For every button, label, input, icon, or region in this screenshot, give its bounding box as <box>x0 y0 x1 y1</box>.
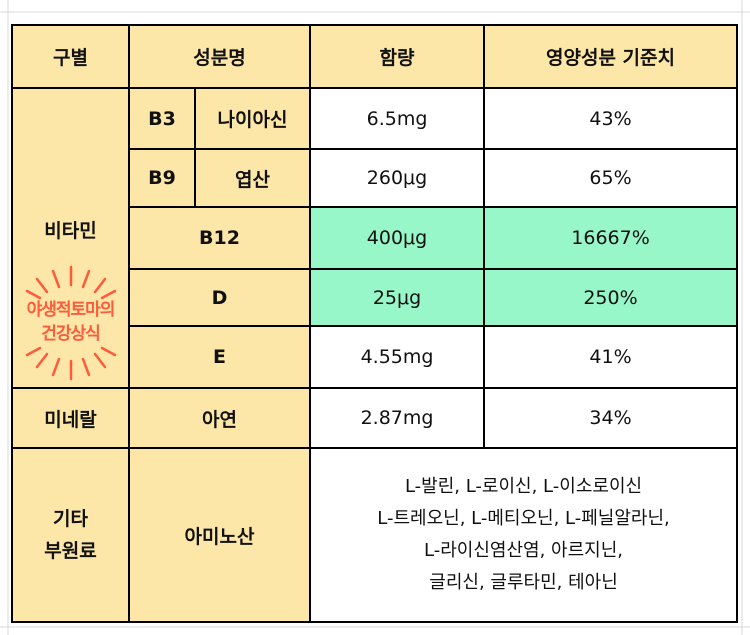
nutrition-table: 구별 성분명 함량 영양성분 기준치 비타민 <box>11 24 739 623</box>
table-row: B9 엽산 260μg 65% <box>12 148 739 208</box>
header-ingredient: 성분명 <box>127 24 312 89</box>
table-row: 미네랄 아연 2.87mg 34% <box>11 387 739 449</box>
amount-cell: 2.87mg <box>309 387 486 449</box>
daily-value-cell: 41% <box>483 325 739 389</box>
sunburst-icon <box>25 265 117 381</box>
amino-list-line: L-발린, L-로이신, L-이소로이신 <box>404 476 643 497</box>
amino-list-line: 글리신, 글루타민, 테아닌 <box>429 572 618 593</box>
ingredient-d: D <box>127 268 312 327</box>
others-label-line1: 기타 <box>53 508 88 530</box>
others-label: 기타 부원료 <box>11 447 130 623</box>
daily-value-cell: 65% <box>483 148 739 208</box>
header-category: 구별 <box>11 24 130 89</box>
ingredient-e: E <box>127 325 312 389</box>
blog-watermark: 야생적토마의 건강상식 <box>13 255 128 395</box>
amount-cell-highlighted: 25μg <box>309 268 486 327</box>
mineral-label: 미네랄 <box>11 387 130 449</box>
daily-value-cell: 34% <box>483 387 739 449</box>
amino-list-line: L-라이신염산염, 아르지닌, <box>424 540 623 561</box>
table-row: E 4.55mg 41% <box>12 325 739 389</box>
others-label-line2: 부원료 <box>44 540 97 562</box>
ingredient-zinc: 아연 <box>127 387 312 449</box>
vitamin-category-cell: 비타민 <box>11 87 130 389</box>
ingredient-amino-acids: 아미노산 <box>127 447 312 623</box>
ingredient-b12: B12 <box>127 206 312 270</box>
watermark-line1: 야생적토마의 <box>26 300 116 320</box>
daily-value-cell-highlighted: 250% <box>483 268 739 327</box>
header-amount: 함량 <box>309 24 486 89</box>
ingredient-folate: 엽산 <box>193 148 312 208</box>
amount-cell: 6.5mg <box>309 87 486 150</box>
daily-value-cell: 43% <box>483 87 739 150</box>
amount-cell: 4.55mg <box>309 325 486 389</box>
table-row: 기타 부원료 아미노산 L-발린, L-로이신, L-이소로이신 L-트레오닌,… <box>11 447 739 623</box>
ingredient-niacin: 나이아신 <box>193 87 312 150</box>
vitamin-label: 비타민 <box>44 220 97 242</box>
amount-cell-highlighted: 400μg <box>309 206 486 270</box>
table-row: B12 400μg 16667% <box>12 206 739 270</box>
table-row: D 25μg 250% <box>12 268 739 327</box>
amount-cell: 260μg <box>309 148 486 208</box>
table-row: 비타민 <box>11 87 739 389</box>
vitamin-code-b9: B9 <box>128 148 196 208</box>
header-row: 구별 성분명 함량 영양성분 기준치 <box>11 24 739 89</box>
header-daily-value: 영양성분 기준치 <box>483 24 739 89</box>
amino-acid-list: L-발린, L-로이신, L-이소로이신 L-트레오닌, L-메티오닌, L-페… <box>309 447 739 623</box>
daily-value-cell-highlighted: 16667% <box>483 206 739 270</box>
amino-list-line: L-트레오닌, L-메티오닌, L-페닐알라닌, <box>377 508 670 529</box>
vitamin-code-b3: B3 <box>128 87 196 150</box>
watermark-line2: 건강상식 <box>41 324 101 344</box>
